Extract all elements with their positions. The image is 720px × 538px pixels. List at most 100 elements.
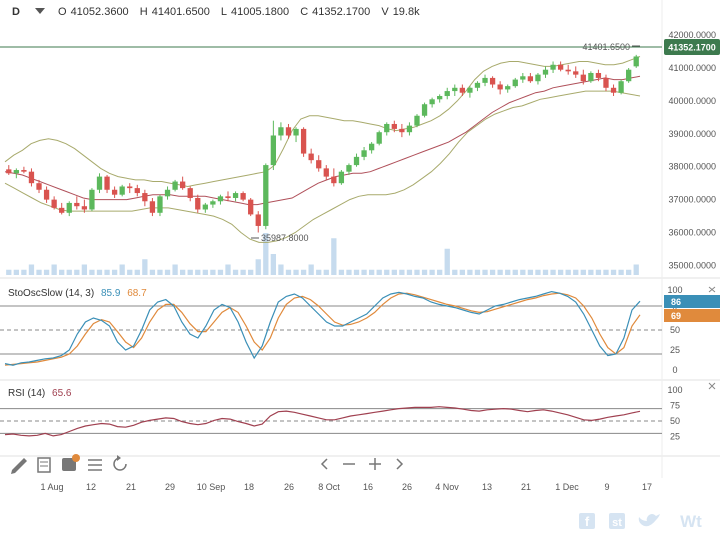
stoch-k-badge	[664, 295, 720, 308]
volume-bar	[81, 264, 88, 275]
candle-body	[595, 72, 602, 78]
candle-body	[127, 186, 133, 189]
chevron-down-icon[interactable]	[35, 8, 45, 14]
stoch-d-line	[4, 292, 641, 366]
stoch-panel: 1007550250	[0, 285, 683, 375]
volume-bar	[497, 269, 503, 275]
stoch-k-line	[4, 290, 641, 366]
facebook-icon[interactable]: f	[579, 513, 595, 529]
price-axis-label: 35000.0000	[668, 260, 716, 270]
candle-body	[580, 74, 586, 82]
candle-body	[316, 160, 322, 169]
candle-body	[346, 165, 352, 172]
volume-bar	[633, 264, 639, 275]
candle-body	[338, 171, 345, 184]
bollinger-bands	[4, 56, 641, 243]
layers-icon[interactable]	[62, 454, 80, 471]
settings-icon[interactable]	[88, 459, 102, 471]
stoch-k-badge-label: 86	[671, 297, 681, 307]
chevron-left-icon[interactable]	[320, 458, 328, 470]
time-axis-label: 1 Aug	[40, 482, 63, 492]
volume-bar	[414, 269, 420, 275]
volume-bar	[248, 269, 254, 275]
max-price-label: 41401.6500	[582, 42, 630, 52]
candle-body	[142, 193, 148, 202]
rsi-title: RSI (14) 65.6	[8, 388, 72, 399]
candle-body	[51, 199, 57, 208]
volume-bar	[74, 269, 80, 275]
candle-body	[497, 84, 503, 90]
candle-body	[618, 81, 624, 93]
reset-icon[interactable]	[113, 455, 127, 471]
volume-bar	[255, 259, 261, 275]
candle-body	[248, 199, 254, 215]
candle-body	[391, 123, 397, 129]
volume-bar	[626, 269, 632, 275]
volume-bar	[187, 269, 193, 275]
close-label: C	[300, 6, 308, 18]
candle-body	[361, 150, 367, 157]
candle-body	[550, 64, 556, 70]
twitter-icon[interactable]	[638, 514, 660, 527]
candle-body	[505, 86, 511, 90]
volume-bar	[111, 269, 118, 275]
candle-body	[376, 132, 382, 144]
candle-body	[255, 214, 261, 226]
candle-body	[414, 115, 420, 126]
candle-body	[285, 127, 292, 136]
candle-body	[512, 79, 518, 87]
stoch-d-value: 68.7	[127, 288, 147, 299]
pencil-icon[interactable]	[11, 458, 27, 474]
volume-bar	[444, 248, 450, 275]
price-axis: 42000.0000 41000.0000 40000.0000 39000.0000…	[668, 30, 716, 270]
time-axis-label: 4 Nov	[435, 482, 459, 492]
volume-bar	[452, 269, 458, 275]
candle-body	[164, 189, 171, 197]
candle-body	[610, 87, 617, 93]
candle-body	[633, 56, 639, 67]
volume-bar	[104, 269, 110, 275]
volume-bar	[580, 269, 586, 275]
volume-bar	[550, 269, 556, 275]
stoch-title: StoOscSlow (14, 3) 85.9 68.7	[8, 288, 147, 299]
zoom-in-icon[interactable]	[369, 458, 381, 470]
candle-body	[573, 71, 579, 75]
candle-body	[172, 181, 178, 190]
stocktwits-icon[interactable]: st	[609, 513, 625, 529]
candle-body	[300, 128, 307, 154]
close-icon[interactable]	[708, 382, 716, 390]
time-axis-label: 29	[165, 482, 175, 492]
price-axis-label: 39000.0000	[668, 129, 716, 139]
time-axis-label: 8 Oct	[318, 482, 340, 492]
candle-body	[437, 96, 443, 100]
bollinger-upper-line	[4, 56, 641, 188]
bollinger-lower-line	[4, 90, 641, 243]
osc-axis-label: 50	[670, 325, 680, 335]
candle-body	[535, 74, 541, 82]
min-price-label: 35987.8000	[261, 233, 309, 243]
interval-label[interactable]: D	[12, 6, 20, 18]
ruler-icon[interactable]	[37, 457, 51, 473]
high-value: 41401.6500	[152, 6, 210, 18]
wt-logo[interactable]: Wt	[680, 512, 702, 531]
volume-bar	[535, 269, 541, 275]
volume-bar	[323, 269, 329, 275]
volume-bar	[66, 269, 72, 275]
volume-bar	[459, 269, 465, 275]
candle-body	[278, 127, 284, 136]
candle-body	[323, 168, 329, 177]
candle-body	[210, 201, 216, 205]
close-icon[interactable]	[708, 286, 716, 293]
candle-body	[489, 77, 496, 85]
candlesticks	[6, 54, 639, 233]
candle-body	[308, 153, 314, 161]
chevron-right-icon[interactable]	[396, 458, 404, 470]
volume-bar	[618, 269, 624, 275]
osc-axis-label: 0	[672, 365, 677, 375]
time-axis-label: 13	[482, 482, 492, 492]
volume-bar	[573, 269, 579, 275]
candle-body	[293, 128, 299, 136]
candle-body	[225, 196, 231, 198]
volume-bar	[316, 269, 322, 275]
